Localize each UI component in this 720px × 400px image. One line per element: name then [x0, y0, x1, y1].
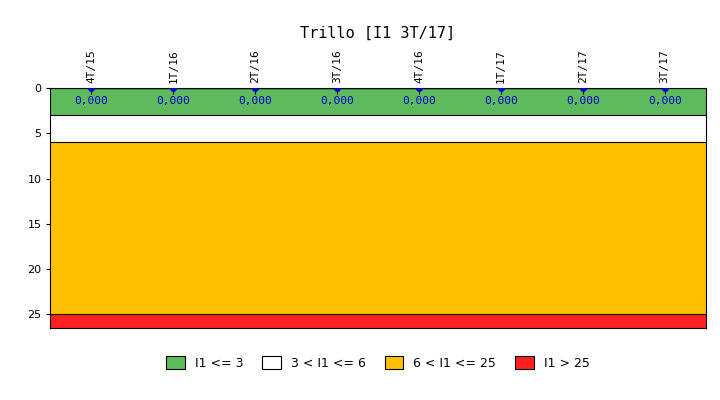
Point	[168, 85, 179, 91]
Point	[331, 85, 343, 91]
Text: 0,000: 0,000	[566, 96, 600, 106]
Point	[86, 85, 97, 91]
Text: 0,000: 0,000	[156, 96, 190, 106]
Point	[495, 85, 507, 91]
Text: 0,000: 0,000	[320, 96, 354, 106]
Bar	[50, 88, 706, 115]
Point	[577, 85, 588, 91]
Point	[413, 85, 425, 91]
Title: Trillo [I1 3T/17]: Trillo [I1 3T/17]	[300, 26, 456, 41]
Legend: I1 <= 3, 3 < I1 <= 6, 6 < I1 <= 25, I1 > 25: I1 <= 3, 3 < I1 <= 6, 6 < I1 <= 25, I1 >…	[161, 351, 595, 374]
Text: 0,000: 0,000	[402, 96, 436, 106]
Point	[249, 85, 261, 91]
Point	[659, 85, 670, 91]
Bar	[50, 142, 706, 314]
Text: 0,000: 0,000	[238, 96, 272, 106]
Bar	[50, 314, 706, 328]
Text: 0,000: 0,000	[648, 96, 682, 106]
Text: 0,000: 0,000	[484, 96, 518, 106]
Bar	[50, 115, 706, 142]
Text: 0,000: 0,000	[74, 96, 108, 106]
